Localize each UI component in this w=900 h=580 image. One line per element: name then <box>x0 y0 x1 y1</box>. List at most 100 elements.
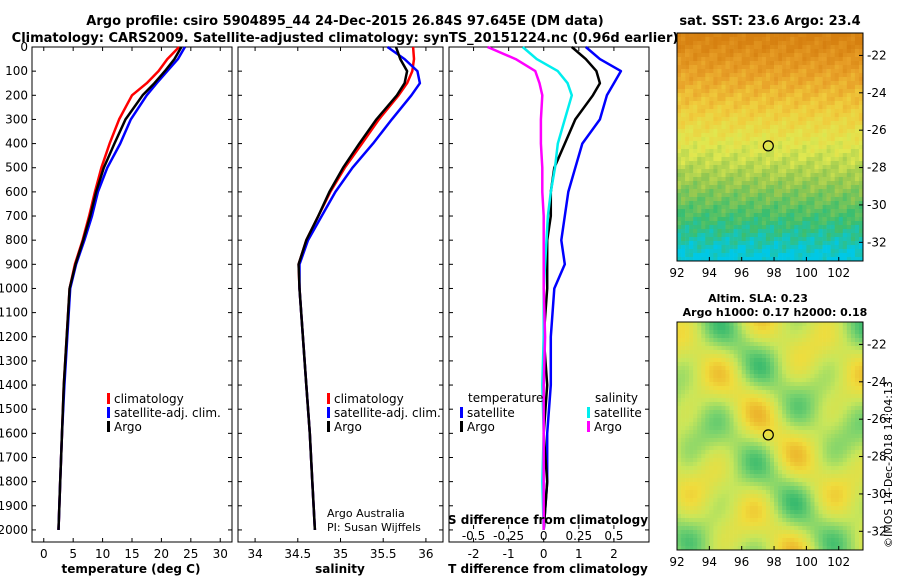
sla-cell <box>757 326 763 331</box>
sla-cell <box>858 478 864 483</box>
sst-cell <box>753 197 759 202</box>
sst-cell <box>729 197 734 202</box>
sla-cell <box>858 346 864 351</box>
sst-cell <box>842 193 848 198</box>
sst-cell <box>798 53 803 58</box>
sst-cell <box>705 229 710 234</box>
sst-cell <box>790 133 795 138</box>
sst-cell <box>753 81 759 86</box>
sla-cell <box>701 458 706 463</box>
sla-cell <box>725 398 730 403</box>
sst-cell <box>729 117 734 122</box>
sst-cell <box>778 225 783 230</box>
sst-cell <box>689 53 694 58</box>
sst-cell <box>818 133 823 138</box>
sla-cell <box>802 350 807 355</box>
sla-cell <box>818 470 823 475</box>
sla-cell <box>814 390 819 395</box>
sla-cell <box>745 346 751 351</box>
sst-cell <box>745 173 751 178</box>
sst-cell <box>677 117 682 122</box>
sst-cell <box>786 105 791 110</box>
sst-cell <box>842 33 848 38</box>
sla-cell <box>830 378 835 383</box>
sst-cell <box>705 101 710 106</box>
sst-cell <box>842 109 848 114</box>
sst-cell <box>757 73 763 78</box>
sla-cell <box>721 454 726 459</box>
sla-cell <box>725 378 730 383</box>
sst-cell <box>814 221 819 226</box>
sst-cell <box>761 53 767 58</box>
sst-cell <box>830 137 835 142</box>
legend-argo-s: Argo <box>334 420 362 434</box>
sst-cell <box>737 49 742 54</box>
sla-cell <box>826 438 831 443</box>
sst-cell <box>681 125 686 130</box>
sst-cell <box>850 157 856 162</box>
sst-cell <box>830 213 835 218</box>
sst-cell <box>753 113 759 118</box>
sla-cell <box>705 322 710 327</box>
sla-cell <box>794 410 799 415</box>
sla-cell <box>854 374 860 379</box>
sla-cell <box>729 322 734 327</box>
sla-cell <box>838 378 844 383</box>
sst-cell <box>713 73 718 78</box>
sla-cell <box>765 494 771 499</box>
sla-cell <box>806 334 811 339</box>
sla-cell <box>790 358 795 363</box>
sla-cell <box>733 486 738 491</box>
sst-cell <box>757 249 763 254</box>
sla-cell <box>709 334 714 339</box>
sla-cell <box>774 466 779 471</box>
sst-cell <box>826 217 831 222</box>
sst-cell <box>741 225 747 230</box>
sst-cell <box>858 149 864 154</box>
sla-cell <box>826 430 831 435</box>
sst-cell <box>770 161 775 166</box>
sst-cell <box>677 33 682 38</box>
sla-cell <box>858 490 864 495</box>
sla-cell <box>685 434 690 439</box>
sst-cell <box>741 193 747 198</box>
sst-cell <box>717 81 722 86</box>
sla-cell <box>701 394 706 399</box>
sla-cell <box>782 502 787 507</box>
sst-cell <box>842 181 848 186</box>
sla-cell <box>842 466 848 471</box>
sst-cell <box>725 161 730 166</box>
sla-cell <box>806 414 811 419</box>
sst-cell <box>693 45 698 50</box>
sst-cell <box>834 129 840 134</box>
sla-cell <box>790 458 795 463</box>
sla-cell <box>850 386 856 391</box>
sst-cell <box>681 217 686 222</box>
sst-cell <box>806 253 811 258</box>
sst-cell <box>822 221 827 226</box>
sst-cell <box>790 69 795 74</box>
sst-cell <box>729 165 734 170</box>
sla-cell <box>834 442 840 447</box>
sst-cell <box>806 189 811 194</box>
sst-cell <box>757 201 763 206</box>
sla-cell <box>693 362 698 367</box>
sla-cell <box>753 474 759 479</box>
sla-cell <box>790 494 795 499</box>
sst-cell <box>693 181 698 186</box>
sst-cell <box>854 177 860 182</box>
sst-cell <box>854 125 860 130</box>
sst-cell <box>810 65 815 70</box>
sst-cell <box>685 57 690 62</box>
sla-cell <box>778 426 783 431</box>
sst-cell <box>782 193 787 198</box>
sst-cell <box>838 53 844 58</box>
sst-cell <box>721 129 726 134</box>
sst-cell <box>705 145 710 150</box>
salinity-axis-label: salinity <box>315 562 365 576</box>
sst-cell <box>729 161 734 166</box>
sst-cell <box>733 41 738 46</box>
sla-cell <box>693 486 698 491</box>
sla-cell <box>721 322 726 327</box>
sst-cell <box>838 205 844 210</box>
